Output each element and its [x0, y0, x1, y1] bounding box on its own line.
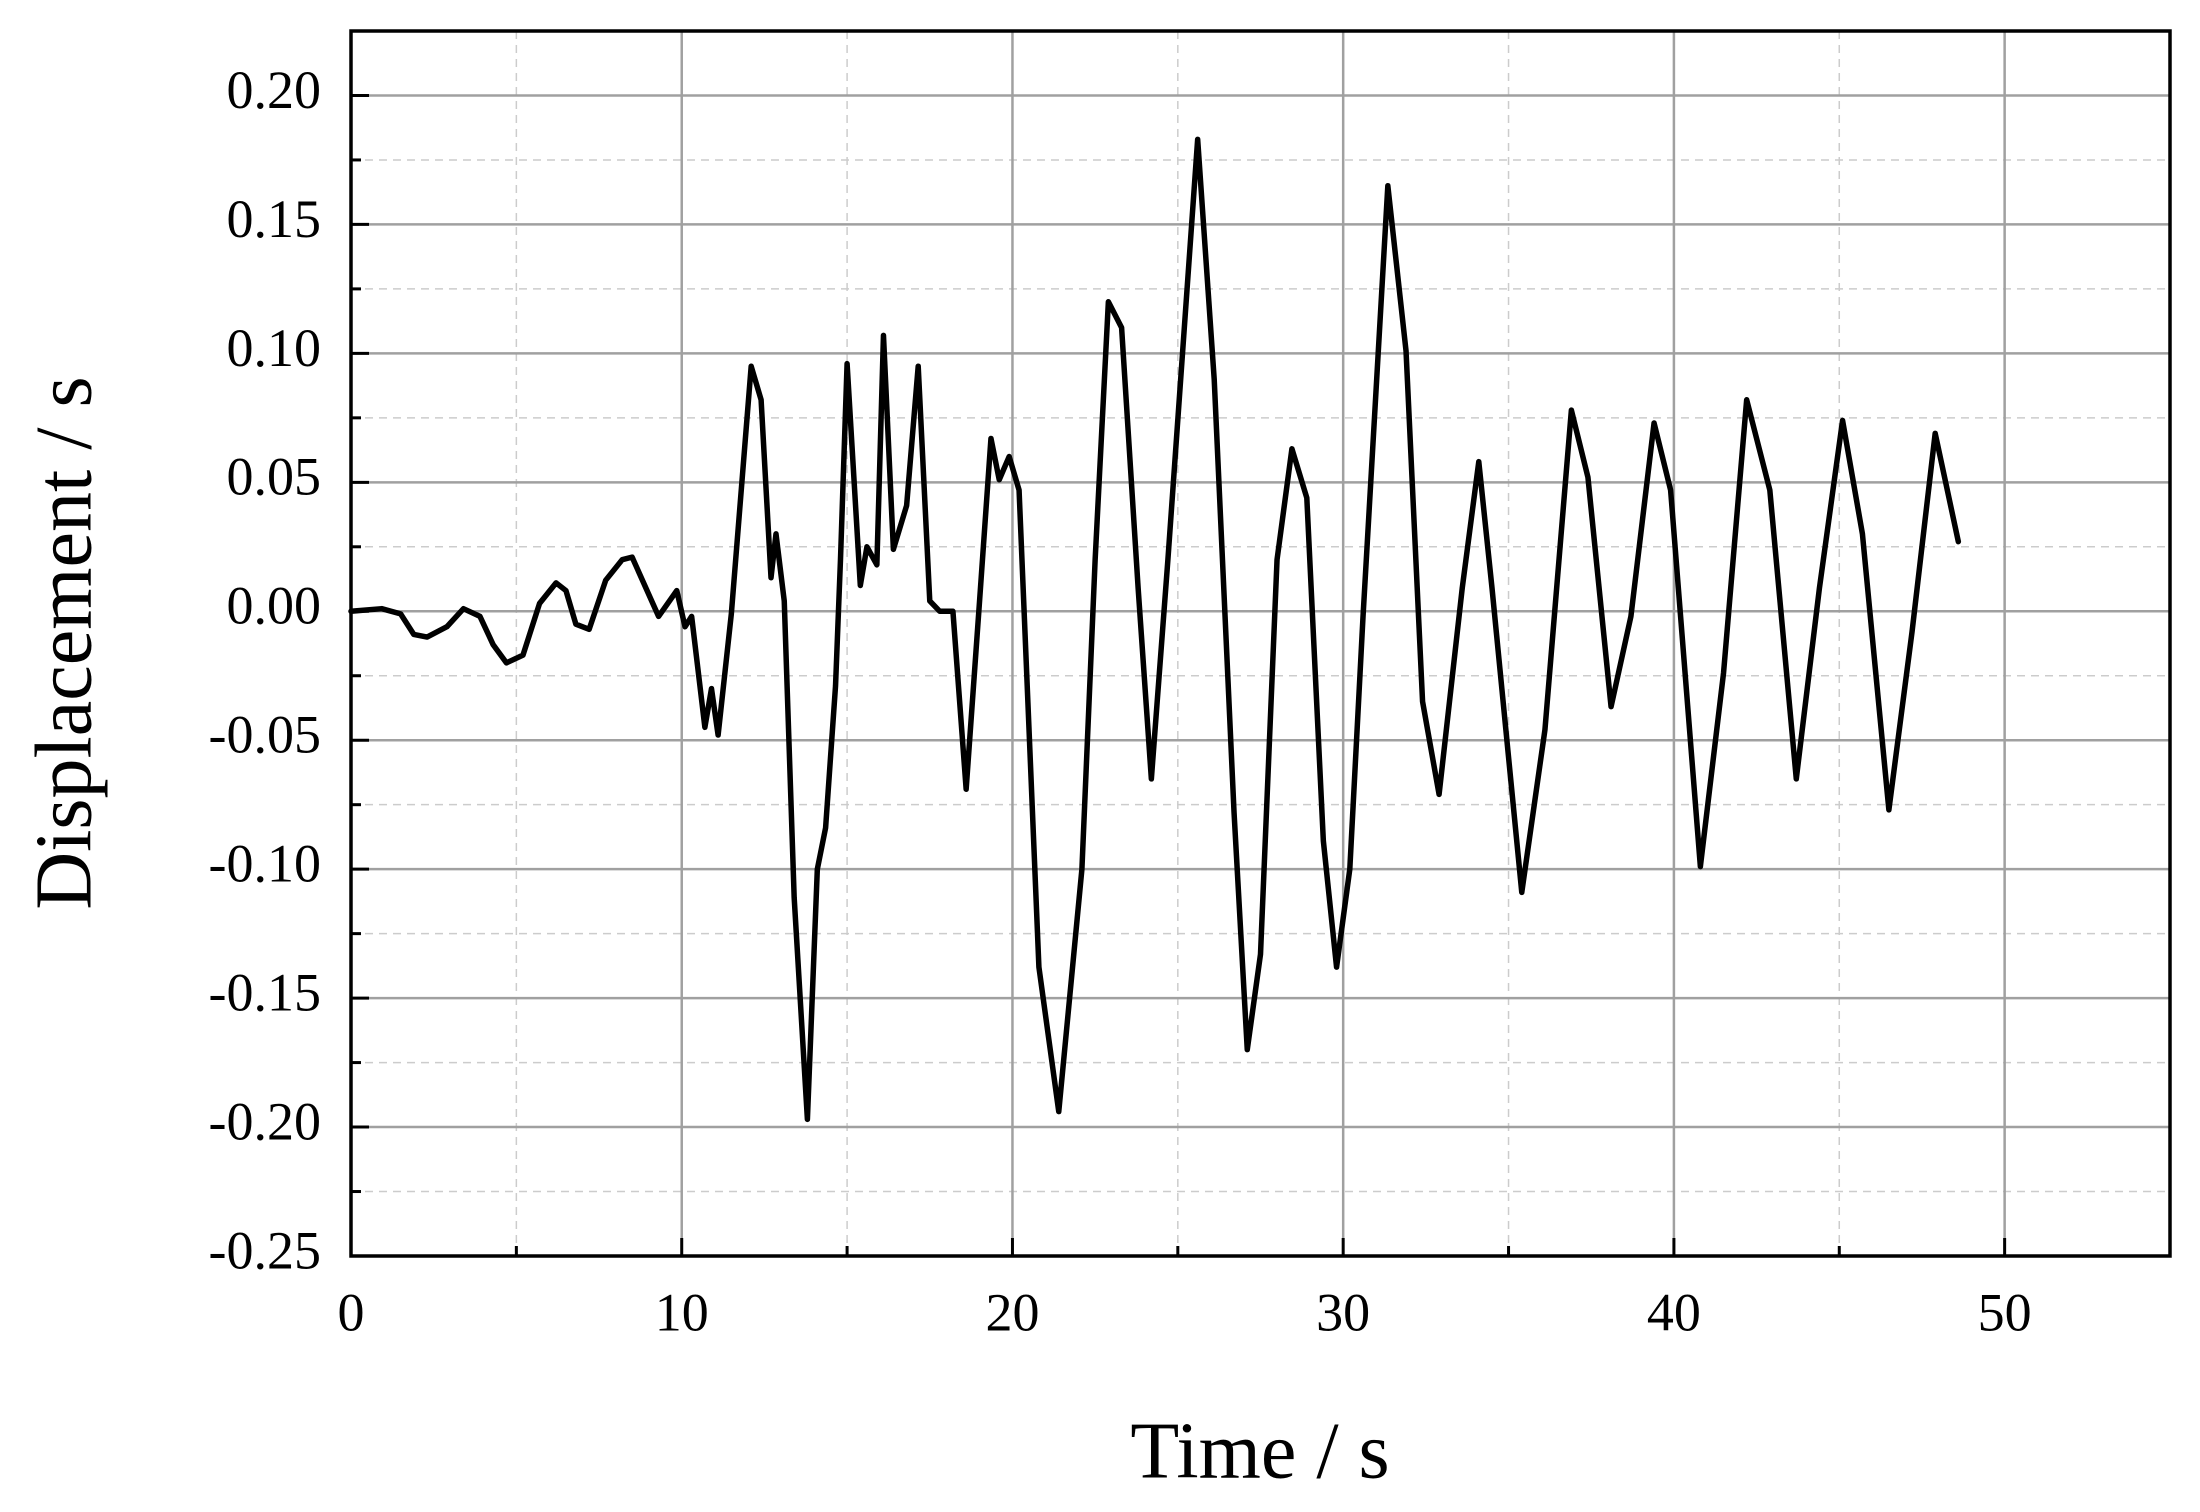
x-tick-label: 10 [655, 1282, 709, 1342]
x-tick-label: 30 [1316, 1282, 1370, 1342]
y-tick-label: -0.20 [209, 1091, 321, 1151]
y-tick-label: 0.10 [227, 318, 322, 378]
x-tick-label: 50 [1978, 1282, 2032, 1342]
x-tick-label: 20 [985, 1282, 1039, 1342]
y-tick-label: 0.00 [227, 576, 322, 636]
plot-frame [349, 29, 2172, 1258]
y-tick-label: 0.15 [227, 189, 322, 249]
y-tick-label: -0.05 [209, 705, 321, 765]
y-tick-label: 0.20 [227, 60, 322, 120]
y-tick-label: -0.25 [209, 1220, 321, 1280]
y-tick-label: -0.15 [209, 962, 321, 1022]
y-axis-title: Displacement / s [20, 376, 108, 909]
x-axis-title: Time / s [1130, 1407, 1389, 1495]
y-tick-label: 0.05 [227, 447, 322, 507]
y-tick-label: -0.10 [209, 834, 321, 894]
data-line [348, 136, 1962, 1123]
x-tick-label: 0 [338, 1282, 365, 1342]
x-tick-label: 40 [1647, 1282, 1701, 1342]
